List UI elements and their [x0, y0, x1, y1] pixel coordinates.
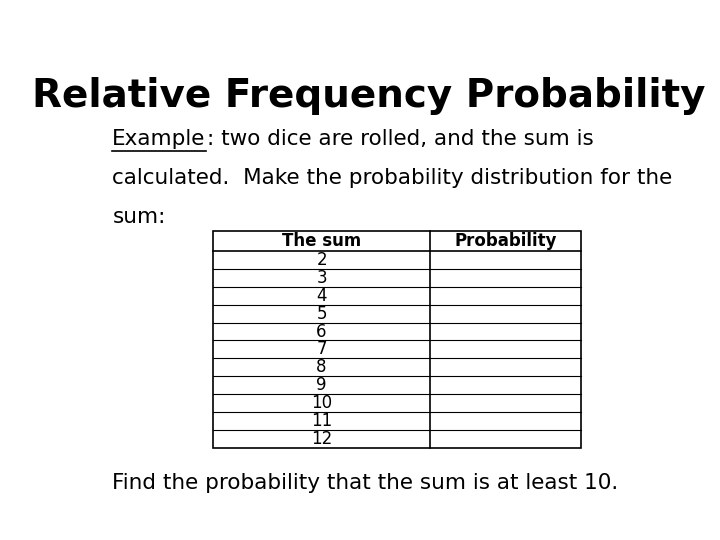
Text: 8: 8 — [316, 359, 327, 376]
Text: 3: 3 — [316, 269, 327, 287]
Text: The sum: The sum — [282, 232, 361, 250]
Text: sum:: sum: — [112, 207, 166, 227]
Text: Example: Example — [112, 129, 206, 149]
Text: Relative Frequency Probability: Relative Frequency Probability — [32, 77, 706, 115]
Text: 9: 9 — [316, 376, 327, 394]
Text: calculated.  Make the probability distribution for the: calculated. Make the probability distrib… — [112, 168, 672, 188]
Text: 11: 11 — [311, 412, 332, 430]
Text: Probability: Probability — [454, 232, 557, 250]
Text: 2: 2 — [316, 251, 327, 269]
Text: : two dice are rolled, and the sum is: : two dice are rolled, and the sum is — [207, 129, 594, 149]
Text: 5: 5 — [316, 305, 327, 323]
Text: 12: 12 — [311, 430, 332, 448]
Text: 6: 6 — [316, 322, 327, 341]
Text: 4: 4 — [316, 287, 327, 305]
Text: 7: 7 — [316, 340, 327, 359]
Text: 10: 10 — [311, 394, 332, 412]
Text: Find the probability that the sum is at least 10.: Find the probability that the sum is at … — [112, 472, 618, 492]
